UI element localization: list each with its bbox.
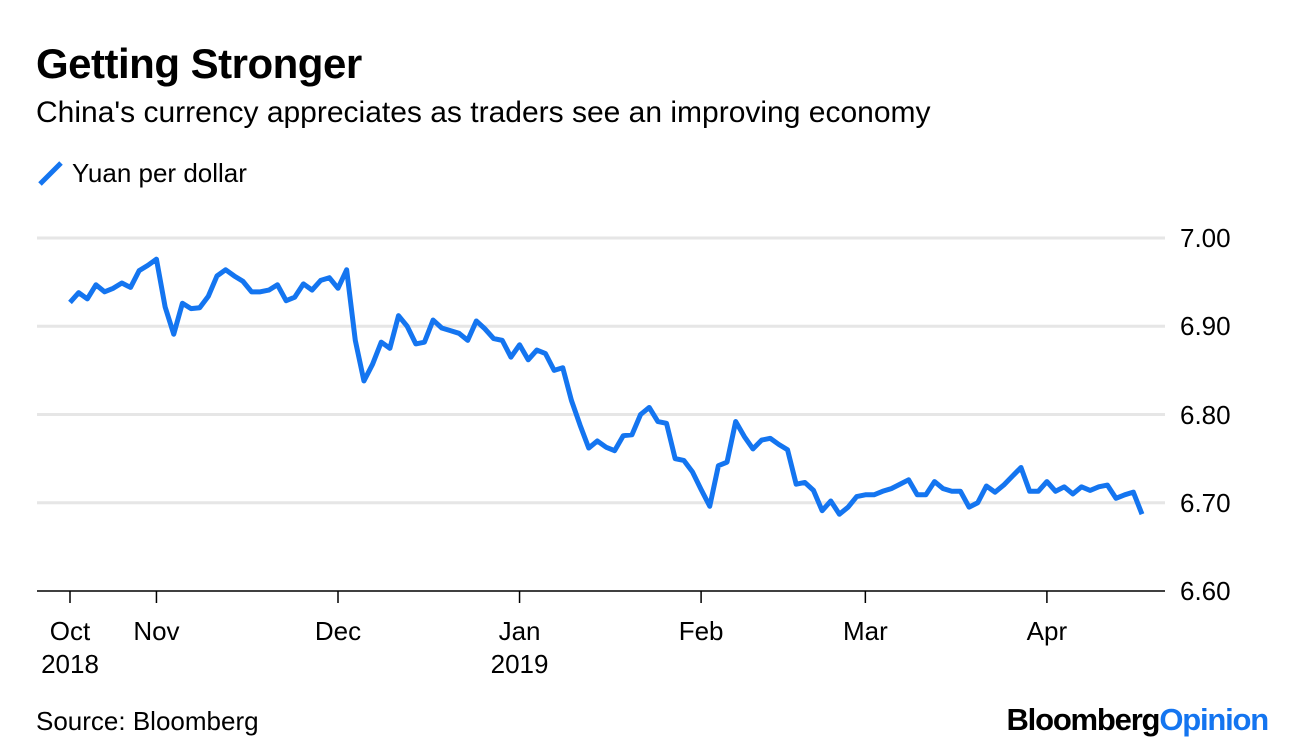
legend-label: Yuan per dollar bbox=[72, 158, 247, 188]
y-tick-label: 6.80 bbox=[1180, 399, 1231, 430]
brand-name: Bloomberg bbox=[1006, 702, 1160, 737]
y-tick-label: 6.90 bbox=[1180, 311, 1231, 342]
y-tick-label: 7.00 bbox=[1180, 223, 1231, 253]
y-tick-label: 6.70 bbox=[1180, 487, 1231, 518]
x-tick-label: Apr bbox=[1026, 616, 1068, 646]
y-tick-label: 6.60 bbox=[1180, 576, 1231, 606]
chart-title: Getting Stronger bbox=[36, 40, 362, 87]
brand-logo: BloombergOpinion bbox=[1006, 702, 1269, 738]
series-line bbox=[68, 256, 1145, 517]
source-note: Source: Bloomberg bbox=[36, 706, 259, 736]
legend-swatch bbox=[38, 161, 63, 186]
x-tick-label: Jan 2019 bbox=[490, 616, 549, 679]
brand-suffix: Opinion bbox=[1159, 702, 1269, 737]
x-tick-label: Mar bbox=[842, 616, 888, 646]
x-tick-label: Nov bbox=[133, 616, 180, 646]
chart-subtitle: China's currency appreciates as traders … bbox=[36, 96, 931, 129]
x-tick-label: Oct 2018 bbox=[41, 616, 99, 679]
x-tick-label: Dec bbox=[314, 616, 362, 646]
x-tick-label: Feb bbox=[678, 616, 724, 646]
